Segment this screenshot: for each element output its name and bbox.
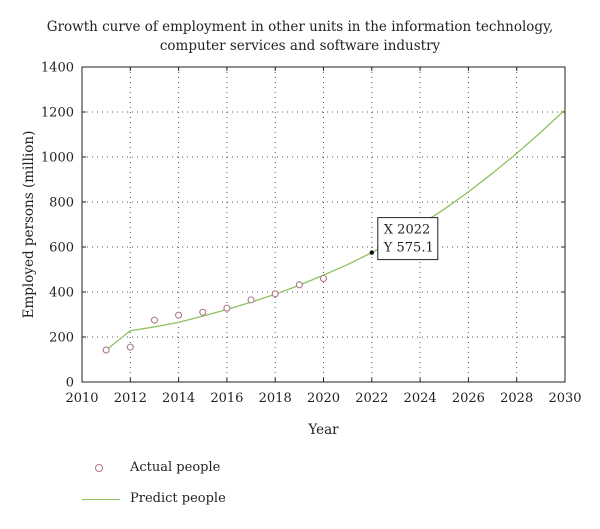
chart-title: Growth curve of employment in other unit… [0,18,600,56]
y-tick-label-1400: 1400 [41,61,74,76]
data-point-actual-2011 [102,346,110,354]
x-tick-label-2026: 2026 [452,391,485,406]
x-tick-label-2028: 2028 [500,391,533,406]
y-axis-label: Employed persons (million) [21,131,37,319]
annotation-point [369,250,374,255]
x-tick-label-2022: 2022 [355,391,388,406]
y-tick-label-600: 600 [49,241,74,256]
chart-title-line-1: Growth curve of employment in other unit… [46,19,554,35]
annotation-text-2: Y 575.1 [383,241,434,256]
x-axis-label: Year [307,422,339,438]
series-line-predict [105,109,566,351]
x-tick-label-2020: 2020 [307,391,340,406]
plot-frame [81,66,566,383]
data-point-actual-2015 [199,308,207,316]
legend-label-predict: Predict people [130,491,226,506]
legend-item-actual: Actual people [82,460,220,475]
x-tick-label-2012: 2012 [114,391,147,406]
x-tick-label-2030: 2030 [548,391,581,406]
annotation-text-1: X 2022 [384,223,430,238]
chart-title-line-2: computer services and software industry [159,38,441,54]
data-point-actual-2014 [175,311,183,319]
legend-item-predict: Predict people [82,491,226,506]
open-circle-marker-icon [82,462,122,474]
annotation-box [377,217,439,261]
x-tick-label-2010: 2010 [65,391,98,406]
data-point-actual-2016 [223,304,231,312]
x-tick-label-2014: 2014 [162,391,195,406]
y-tick-label-400: 400 [49,286,74,301]
x-tick-label-2018: 2018 [259,391,292,406]
line-swatch-icon [82,493,122,505]
data-point-actual-2013 [150,316,158,324]
y-tick-label-200: 200 [49,331,74,346]
data-point-actual-2012 [126,343,134,351]
data-point-actual-2019 [295,281,303,289]
y-tick-label-800: 800 [49,196,74,211]
x-tick-label-2024: 2024 [404,391,437,406]
y-tick-label-1000: 1000 [41,151,74,166]
data-point-actual-2017 [247,296,255,304]
data-point-actual-2018 [271,290,279,298]
y-tick-label-1200: 1200 [41,106,74,121]
data-point-actual-2020 [319,274,328,283]
x-tick-label-2016: 2016 [210,391,243,406]
legend-label-actual: Actual people [130,460,221,475]
y-tick-label-0: 0 [66,376,74,391]
